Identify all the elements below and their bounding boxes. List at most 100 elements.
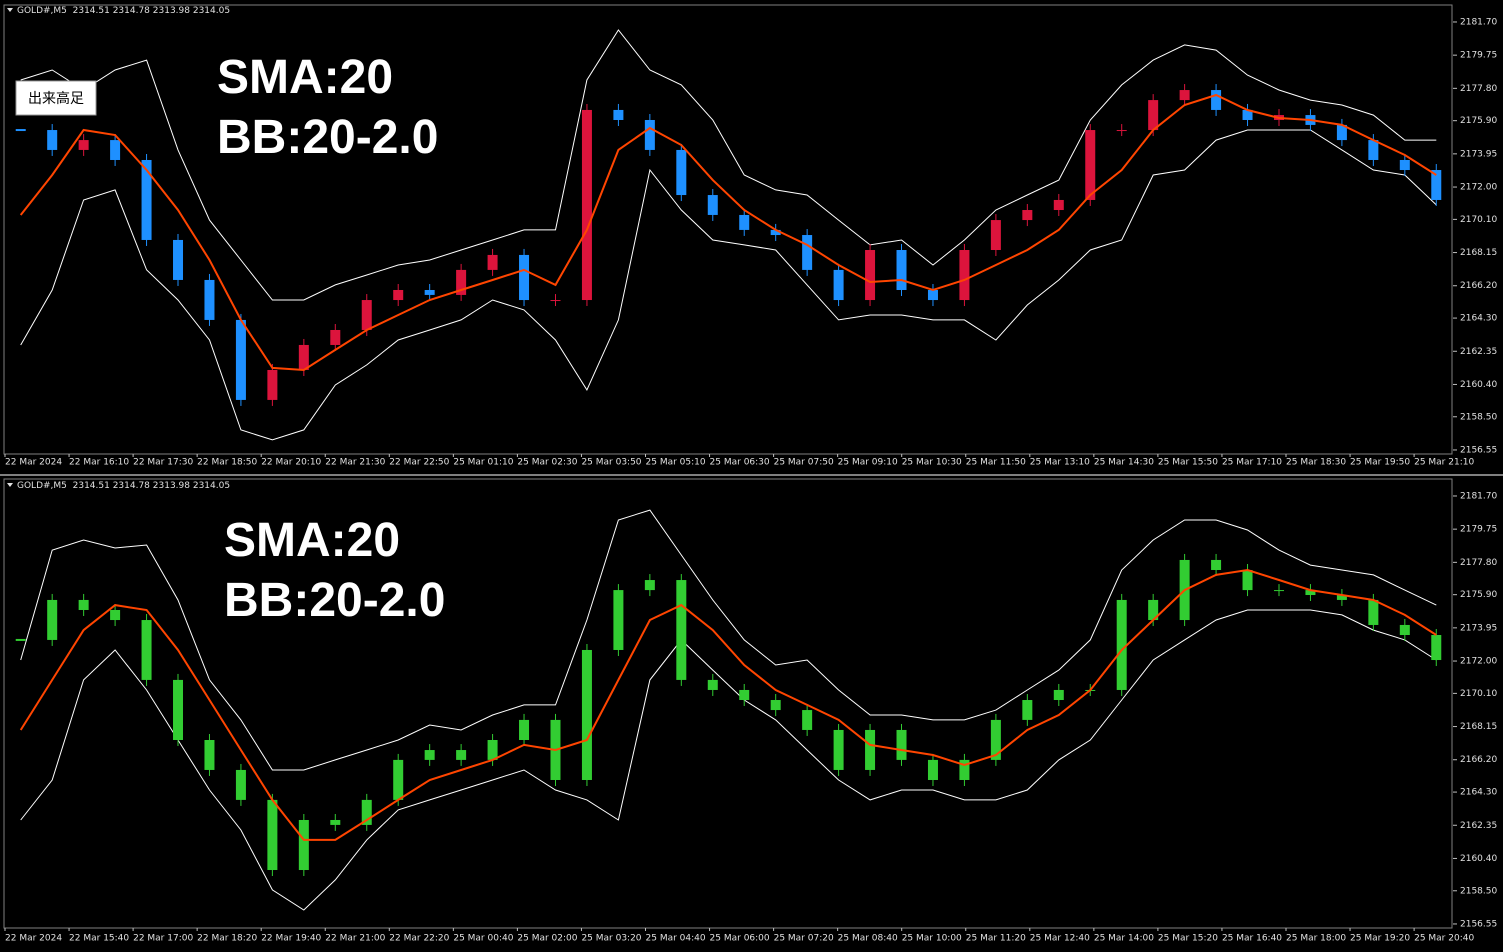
x-tick-label: 22 Mar 22:50 bbox=[389, 458, 449, 468]
y-tick-label: 2164.30 bbox=[1460, 788, 1497, 798]
annotation: BB:20-2.0 bbox=[224, 574, 445, 627]
candle bbox=[173, 679, 184, 741]
header-arrow bbox=[7, 8, 13, 12]
candle bbox=[1211, 559, 1222, 570]
y-tick-label: 2156.55 bbox=[1460, 445, 1497, 455]
candle bbox=[865, 729, 876, 770]
volume-button[interactable] bbox=[15, 80, 97, 116]
x-tick-label: 22 Mar 17:30 bbox=[133, 458, 193, 468]
y-tick-label: 2172.00 bbox=[1460, 183, 1497, 193]
y-tick-label: 2175.90 bbox=[1460, 116, 1497, 126]
candle bbox=[676, 149, 687, 196]
candle bbox=[1305, 590, 1316, 596]
candle bbox=[1211, 90, 1222, 110]
bb-lower-line bbox=[20, 129, 1437, 441]
candle bbox=[204, 279, 215, 320]
candle bbox=[141, 620, 152, 680]
candle bbox=[1148, 599, 1159, 621]
x-tick-label: 25 Mar 02:00 bbox=[517, 934, 577, 944]
candle bbox=[298, 819, 309, 871]
candle bbox=[770, 700, 781, 711]
y-tick-label: 2164.30 bbox=[1460, 314, 1497, 324]
candle bbox=[361, 799, 372, 825]
candle bbox=[361, 300, 372, 330]
candle bbox=[959, 759, 970, 780]
x-tick-label: 22 Mar 20:10 bbox=[261, 458, 321, 468]
annotation: SMA:20 bbox=[217, 51, 393, 104]
candle bbox=[739, 214, 750, 230]
candle bbox=[1242, 570, 1253, 591]
x-tick-label: 25 Mar 17:10 bbox=[1222, 458, 1282, 468]
candle bbox=[78, 599, 89, 610]
candle bbox=[487, 254, 498, 270]
x-tick-label: 25 Mar 16:40 bbox=[1222, 934, 1282, 944]
bb-upper-line bbox=[20, 29, 1437, 301]
y-tick-label: 2162.35 bbox=[1460, 821, 1497, 831]
candle bbox=[1085, 130, 1096, 200]
x-tick-label: 25 Mar 00:40 bbox=[453, 934, 513, 944]
candle bbox=[1116, 599, 1127, 690]
candle bbox=[802, 235, 813, 270]
x-tick-label: 22 Mar 21:00 bbox=[325, 934, 385, 944]
candle bbox=[235, 319, 246, 400]
x-tick-label: 22 Mar 21:30 bbox=[325, 458, 385, 468]
x-tick-label: 25 Mar 06:00 bbox=[710, 934, 770, 944]
candle bbox=[644, 119, 655, 150]
candle bbox=[613, 109, 624, 120]
candle bbox=[644, 580, 655, 591]
candle bbox=[424, 750, 435, 760]
candle bbox=[1368, 599, 1379, 625]
y-tick-label: 2158.50 bbox=[1460, 886, 1497, 896]
y-tick-label: 2168.15 bbox=[1460, 722, 1497, 732]
x-tick-label: 25 Mar 07:50 bbox=[774, 458, 834, 468]
x-tick-label: 25 Mar 15:20 bbox=[1158, 934, 1218, 944]
candle bbox=[110, 609, 121, 621]
candle bbox=[1242, 109, 1253, 120]
candle bbox=[47, 599, 58, 640]
y-tick-label: 2158.50 bbox=[1460, 412, 1497, 422]
candle bbox=[833, 269, 844, 301]
y-tick-label: 2170.10 bbox=[1460, 215, 1497, 225]
x-tick-label: 22 Mar 17:00 bbox=[133, 934, 193, 944]
candle bbox=[267, 799, 278, 871]
candle bbox=[393, 289, 404, 301]
candle bbox=[676, 580, 687, 680]
candle bbox=[110, 140, 121, 160]
y-tick-label: 2175.90 bbox=[1460, 590, 1497, 600]
x-tick-label: 25 Mar 19:50 bbox=[1350, 458, 1410, 468]
candle bbox=[1399, 624, 1410, 636]
candle bbox=[896, 729, 907, 760]
candle bbox=[267, 369, 278, 400]
x-tick-label: 25 Mar 04:40 bbox=[646, 934, 706, 944]
candle bbox=[613, 590, 624, 650]
candle bbox=[330, 329, 341, 345]
candle bbox=[802, 710, 813, 730]
x-tick-label: 25 Mar 12:40 bbox=[1030, 934, 1090, 944]
x-tick-label: 25 Mar 20:40 bbox=[1414, 934, 1474, 944]
x-tick-label: 25 Mar 07:20 bbox=[774, 934, 834, 944]
candle bbox=[1273, 590, 1284, 592]
x-tick-label: 25 Mar 10:00 bbox=[902, 934, 962, 944]
y-tick-label: 2177.80 bbox=[1460, 84, 1497, 94]
candle bbox=[1336, 595, 1347, 600]
candle bbox=[990, 719, 1001, 760]
candle bbox=[456, 269, 467, 295]
y-tick-label: 2173.95 bbox=[1460, 149, 1497, 159]
annotation: SMA:20 bbox=[224, 514, 400, 567]
candle bbox=[927, 759, 938, 780]
candle bbox=[1116, 130, 1127, 132]
candle bbox=[1431, 635, 1442, 661]
x-tick-label: 25 Mar 02:30 bbox=[517, 458, 577, 468]
x-tick-label: 22 Mar 2024 bbox=[5, 458, 62, 468]
x-tick-label: 25 Mar 13:10 bbox=[1030, 458, 1090, 468]
candle bbox=[550, 300, 561, 302]
candle bbox=[896, 250, 907, 290]
x-tick-label: 25 Mar 21:10 bbox=[1414, 458, 1474, 468]
x-tick-label: 25 Mar 19:20 bbox=[1350, 934, 1410, 944]
y-tick-label: 2179.75 bbox=[1460, 51, 1497, 61]
x-tick-label: 22 Mar 19:40 bbox=[261, 934, 321, 944]
candle bbox=[456, 750, 467, 760]
x-tick-label: 25 Mar 10:30 bbox=[902, 458, 962, 468]
x-tick-label: 22 Mar 22:20 bbox=[389, 934, 449, 944]
y-tick-label: 2173.95 bbox=[1460, 623, 1497, 633]
